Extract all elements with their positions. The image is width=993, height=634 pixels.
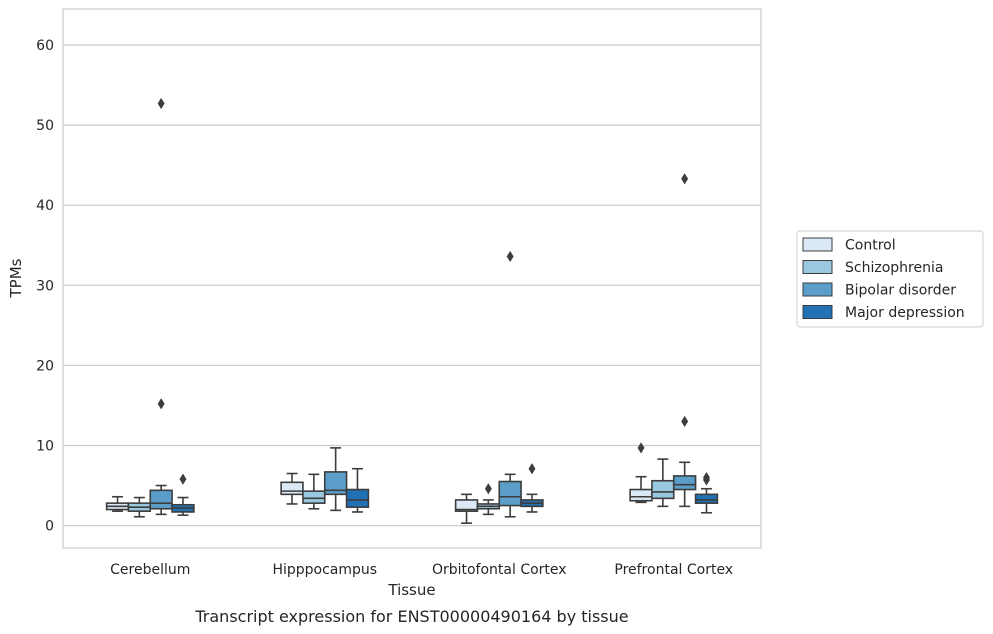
legend-frame bbox=[796, 230, 984, 328]
box-2-1 bbox=[476, 483, 501, 516]
box-0-3 bbox=[171, 473, 195, 516]
y-axis-ticks: 0 10 20 30 40 50 60 bbox=[36, 38, 54, 535]
plot-area-background bbox=[63, 9, 761, 548]
outlier-marker bbox=[681, 173, 689, 185]
box-iqr bbox=[498, 480, 522, 507]
outlier-marker bbox=[528, 463, 536, 475]
box-iqr bbox=[651, 479, 675, 500]
box-iqr bbox=[302, 490, 326, 504]
box-iqr bbox=[629, 488, 653, 502]
legend: Control Schizophrenia Bipolar disorder Majo… bbox=[796, 230, 984, 328]
box-3-1 bbox=[651, 458, 675, 508]
outlier-marker bbox=[157, 398, 165, 410]
y-tick-label: 30 bbox=[36, 278, 54, 294]
box-1-1 bbox=[302, 473, 326, 510]
box-iqr bbox=[672, 475, 697, 491]
y-tick-label: 40 bbox=[36, 198, 54, 214]
x-tick-label: Prefrontal Cortex bbox=[614, 562, 733, 578]
y-tick-label: 60 bbox=[36, 38, 54, 54]
chart-caption: Transcript expression for ENST0000049016… bbox=[194, 607, 628, 626]
legend-label: Control bbox=[845, 238, 896, 254]
box-3-3 bbox=[694, 471, 719, 514]
box-1-3 bbox=[345, 467, 370, 513]
box-2-3 bbox=[520, 463, 544, 513]
legend-label: Bipolar disorder bbox=[845, 283, 956, 299]
legend-label: Schizophrenia bbox=[845, 260, 943, 276]
x-axis-ticks: Cerebellum Hipppocampus Orbitofontal Corte… bbox=[110, 562, 733, 578]
legend-swatch bbox=[802, 237, 833, 252]
legend-swatch bbox=[802, 282, 833, 297]
box-1-0 bbox=[280, 472, 304, 505]
box-groups bbox=[105, 97, 719, 524]
outlier-marker bbox=[681, 415, 689, 428]
x-axis-title: Tissue bbox=[387, 581, 435, 599]
box-2-2 bbox=[498, 250, 522, 518]
outlier-marker bbox=[506, 250, 514, 263]
legend-swatch bbox=[802, 260, 833, 274]
y-tick-label: 20 bbox=[36, 358, 54, 374]
box-iqr bbox=[323, 471, 348, 496]
box-1-2 bbox=[323, 447, 348, 512]
y-tick-label: 0 bbox=[45, 519, 54, 535]
outlier-marker bbox=[484, 483, 492, 495]
x-tick-label: Hipppocampus bbox=[272, 562, 377, 578]
box-0-2 bbox=[149, 97, 173, 516]
box-iqr bbox=[345, 488, 370, 508]
box-iqr bbox=[149, 489, 173, 510]
grid-lines bbox=[63, 44, 761, 527]
y-tick-label: 50 bbox=[36, 118, 54, 134]
legend-swatch bbox=[802, 305, 833, 319]
x-tick-label: Cerebellum bbox=[110, 562, 190, 578]
box-iqr bbox=[694, 493, 719, 504]
box-iqr bbox=[280, 481, 304, 496]
outlier-marker bbox=[157, 97, 165, 110]
plot-area-frame bbox=[62, 8, 762, 549]
legend-label: Major depression bbox=[845, 305, 965, 321]
box-3-2 bbox=[672, 173, 697, 508]
x-tick-label: Orbitofontal Cortex bbox=[432, 562, 567, 578]
y-axis-title: TPMs bbox=[7, 258, 25, 298]
y-tick-label: 10 bbox=[36, 438, 54, 454]
outlier-marker bbox=[637, 442, 645, 454]
outlier-marker bbox=[179, 473, 187, 485]
box-0-1 bbox=[127, 496, 152, 518]
outlier-marker bbox=[702, 471, 710, 484]
